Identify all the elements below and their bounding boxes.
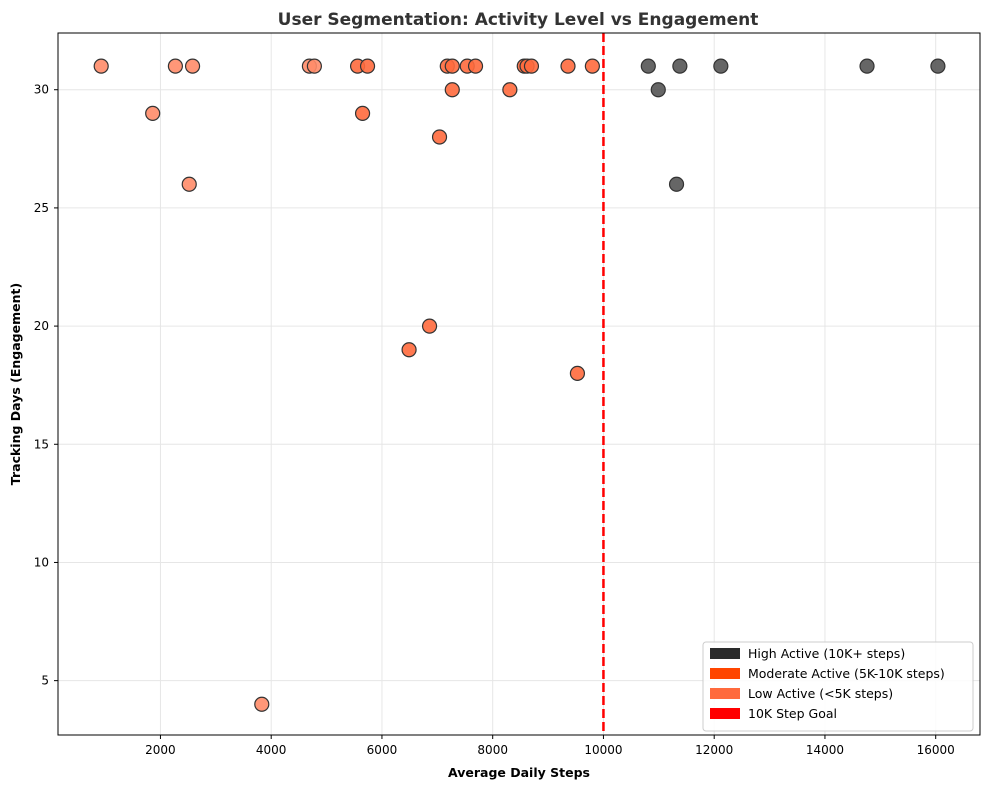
data-point [145, 105, 161, 121]
x-tick-label: 16000 [917, 743, 955, 757]
legend-label: High Active (10K+ steps) [748, 646, 905, 661]
plot-frame [57, 32, 981, 736]
data-point [859, 58, 875, 74]
data-point [93, 58, 109, 74]
data-point [672, 58, 688, 74]
y-tick-label: 10 [34, 555, 49, 569]
data-point [650, 82, 666, 98]
data-point [431, 129, 448, 145]
grid-layer [58, 33, 980, 735]
data-point [569, 365, 586, 381]
data-point [444, 58, 460, 74]
y-tick-label: 30 [34, 83, 49, 97]
data-point [401, 342, 417, 358]
data-point [184, 58, 201, 74]
data-point [930, 58, 946, 74]
legend-swatch [710, 688, 740, 699]
data-point [668, 176, 685, 192]
data-point [584, 58, 600, 74]
legend-label: Low Active (<5K steps) [748, 686, 893, 701]
y-tick-label: 25 [34, 201, 49, 215]
data-point [421, 318, 438, 334]
data-point [254, 696, 270, 712]
data-point [306, 58, 322, 74]
data-point [640, 58, 656, 74]
ticks-layer: 2000 4000 6000 8000 10000 12000 14000 16000 5 10 1… [34, 83, 955, 757]
legend-label: Moderate Active (5K-10K steps) [748, 666, 945, 681]
data-point [181, 176, 197, 192]
data-point [354, 105, 371, 121]
x-tick-label: 14000 [806, 743, 844, 757]
chart-title: User Segmentation: Activity Level vs Eng… [278, 10, 759, 30]
x-tick-label: 8000 [477, 743, 508, 757]
y-axis-label: Tracking Days (Engagement) [8, 283, 23, 485]
x-axis-label: Average Daily Steps [448, 765, 590, 780]
y-tick-label: 20 [34, 319, 49, 333]
data-point [359, 58, 376, 74]
data-point [467, 58, 484, 74]
y-tick-label: 15 [34, 437, 49, 451]
x-tick-label: 10000 [584, 743, 622, 757]
legend: High Active (10K+ steps) Moderate Active … [702, 641, 974, 732]
data-point [444, 82, 460, 98]
x-tick-label: 4000 [256, 743, 287, 757]
legend-label: 10K Step Goal [748, 706, 837, 721]
x-tick-label: 6000 [367, 743, 398, 757]
data-point [502, 82, 518, 98]
data-point [713, 58, 729, 74]
data-point [523, 58, 540, 74]
data-point [560, 58, 576, 74]
x-tick-label: 2000 [145, 743, 176, 757]
legend-swatch [710, 708, 740, 719]
points-layer [93, 58, 946, 712]
legend-swatch [710, 668, 740, 679]
y-tick-label: 5 [41, 674, 49, 688]
data-point [167, 58, 183, 74]
legend-box [702, 641, 974, 732]
x-tick-label: 12000 [695, 743, 733, 757]
legend-swatch [710, 648, 740, 659]
